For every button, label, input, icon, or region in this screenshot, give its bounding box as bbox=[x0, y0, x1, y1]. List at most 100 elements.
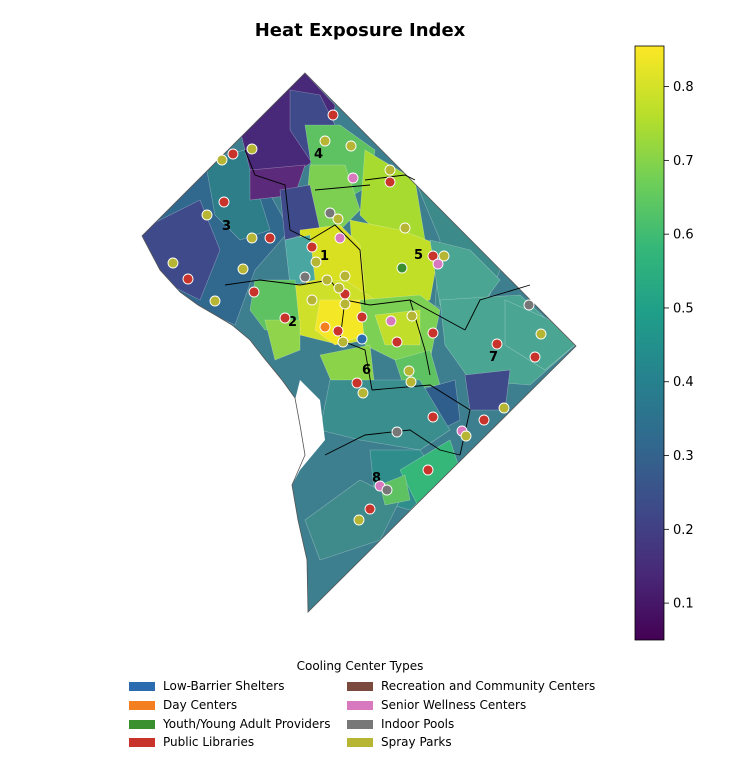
ward-label: 5 bbox=[414, 248, 423, 263]
cooling-center-marker bbox=[218, 196, 230, 208]
cooling-center-marker bbox=[201, 209, 213, 221]
legend-label: Day Centers bbox=[163, 698, 238, 712]
legend-title: Cooling Center Types bbox=[296, 659, 424, 673]
ward-label: 4 bbox=[314, 147, 323, 162]
ward-label: 7 bbox=[489, 350, 498, 365]
cooling-center-marker bbox=[529, 351, 541, 363]
cooling-center-marker bbox=[491, 338, 503, 350]
cooling-center-marker bbox=[364, 503, 376, 515]
cooling-center-marker bbox=[351, 377, 363, 389]
cooling-center-marker bbox=[264, 232, 276, 244]
cooling-center-marker bbox=[306, 294, 318, 306]
legend-label: Senior Wellness Centers bbox=[381, 698, 527, 712]
cooling-center-marker bbox=[356, 311, 368, 323]
colorbar-tick-label: 0.2 bbox=[673, 523, 694, 538]
legend-item: Youth/Young Adult Providers bbox=[129, 716, 331, 732]
cooling-center-marker bbox=[438, 250, 450, 262]
ward-label: 2 bbox=[288, 315, 297, 330]
colorbar-tick-label: 0.5 bbox=[673, 301, 694, 316]
cooling-center-marker bbox=[381, 484, 393, 496]
cooling-center-marker bbox=[427, 411, 439, 423]
cooling-center-marker bbox=[306, 241, 318, 253]
colorbar-ticks: 0.1 0.2 0.3 0.4 0.5 0.6 0.7 0.8 bbox=[664, 80, 694, 612]
cooling-center-marker bbox=[248, 286, 260, 298]
cooling-center-marker bbox=[332, 325, 344, 337]
ward-label: 3 bbox=[222, 219, 231, 234]
colorbar-tick-label: 0.8 bbox=[673, 80, 694, 95]
cooling-center-marker bbox=[399, 222, 411, 234]
ward-label: 8 bbox=[372, 471, 381, 486]
cooling-center-marker bbox=[391, 426, 403, 438]
map-title: Heat Exposure Index bbox=[254, 20, 466, 41]
cooling-center-marker bbox=[498, 402, 510, 414]
cooling-center-marker bbox=[310, 256, 322, 268]
legend-item: Day Centers bbox=[129, 697, 237, 713]
cooling-center-marker bbox=[345, 140, 357, 152]
legend-swatch bbox=[129, 700, 155, 710]
legend-label: Public Libraries bbox=[163, 735, 255, 749]
legend-swatch bbox=[129, 681, 155, 691]
cooling-center-marker bbox=[237, 263, 249, 275]
cooling-center-marker bbox=[396, 262, 408, 274]
ward-labels: 1 2 3 4 5 6 7 8 bbox=[222, 147, 498, 486]
legend-swatch bbox=[347, 681, 373, 691]
legend-label: Spray Parks bbox=[381, 735, 452, 749]
legend-item: Recreation and Community Centers bbox=[347, 678, 595, 694]
legend-swatch bbox=[129, 719, 155, 729]
tract-ward8-pocket bbox=[379, 474, 411, 506]
cooling-center-marker bbox=[356, 333, 368, 345]
cooling-center-marker bbox=[246, 143, 258, 155]
cooling-center-marker bbox=[337, 336, 349, 348]
cooling-center-marker bbox=[319, 321, 331, 333]
colorbar bbox=[634, 45, 665, 641]
cooling-center-marker bbox=[391, 336, 403, 348]
legend-item: Low-Barrier Shelters bbox=[129, 678, 284, 694]
colorbar-tick-label: 0.1 bbox=[673, 597, 694, 612]
legend-item: Public Libraries bbox=[129, 734, 254, 750]
cooling-center-marker bbox=[209, 295, 221, 307]
ward-label: 1 bbox=[320, 249, 329, 264]
cooling-center-marker bbox=[324, 207, 336, 219]
cooling-center-marker bbox=[406, 310, 418, 322]
tract-ward2-center bbox=[314, 299, 366, 346]
cooling-center-marker bbox=[523, 299, 535, 311]
river bbox=[290, 380, 325, 485]
cooling-center-marker bbox=[422, 464, 434, 476]
cooling-center-marker bbox=[319, 135, 331, 147]
legend-swatch bbox=[347, 700, 373, 710]
legend-label: Low-Barrier Shelters bbox=[163, 679, 285, 693]
cooling-center-marker bbox=[353, 514, 365, 526]
cooling-center-marker bbox=[535, 328, 547, 340]
legend-swatch bbox=[129, 737, 155, 747]
dc-boundary bbox=[141, 72, 577, 613]
legend-swatch bbox=[347, 719, 373, 729]
cooling-center-marker bbox=[327, 109, 339, 121]
cooling-center-marker bbox=[478, 414, 490, 426]
cooling-center-marker bbox=[333, 282, 345, 294]
colorbar-tick-label: 0.6 bbox=[673, 228, 694, 243]
cooling-center-marker bbox=[167, 257, 179, 269]
cooling-center-marker bbox=[339, 298, 351, 310]
cooling-center-marker bbox=[182, 273, 194, 285]
cooling-center-marker bbox=[339, 270, 351, 282]
colorbar-tick-label: 0.4 bbox=[673, 375, 694, 390]
legend-label: Indoor Pools bbox=[381, 717, 455, 731]
cooling-center-marker bbox=[279, 312, 291, 324]
cooling-center-marker bbox=[384, 164, 396, 176]
cooling-center-marker bbox=[432, 258, 444, 270]
cooling-center-marker bbox=[299, 271, 311, 283]
cooling-center-marker bbox=[246, 232, 258, 244]
colorbar-tick-label: 0.7 bbox=[673, 154, 694, 169]
cooling-center-marker bbox=[332, 213, 344, 225]
cooling-center-marker bbox=[427, 327, 439, 339]
cooling-center-marker bbox=[227, 148, 239, 160]
cooling-center-marker bbox=[403, 365, 415, 377]
legend-swatch bbox=[347, 737, 373, 747]
colorbar-tick-label: 0.3 bbox=[673, 449, 694, 464]
cooling-center-marker bbox=[334, 232, 346, 244]
legend-label: Recreation and Community Centers bbox=[381, 679, 596, 693]
cooling-center-marker bbox=[321, 274, 333, 286]
cooling-center-marker bbox=[385, 315, 397, 327]
cooling-center-marker bbox=[427, 250, 439, 262]
